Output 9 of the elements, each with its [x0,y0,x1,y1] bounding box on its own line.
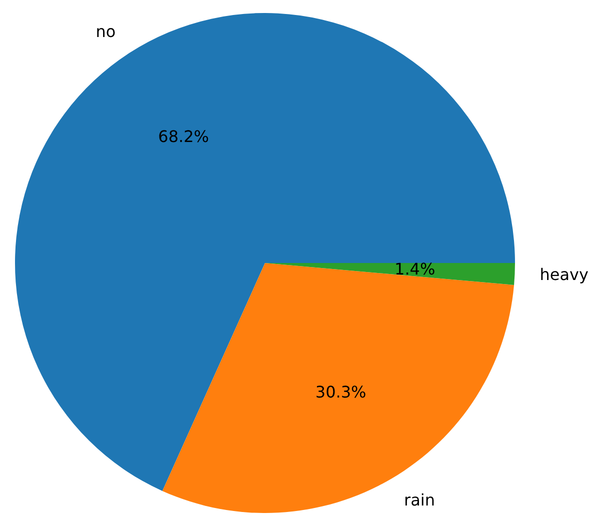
pie-slice [265,263,515,285]
pie-slice [15,13,515,491]
slice-label: no [96,22,116,42]
data-label: 68.2% [158,127,209,146]
data-label: 30.3% [315,382,366,402]
pie-slice [162,263,514,513]
slice-label: heavy [540,265,588,284]
data-label: 1.4% [394,260,436,279]
slice-label: rain [404,490,435,510]
